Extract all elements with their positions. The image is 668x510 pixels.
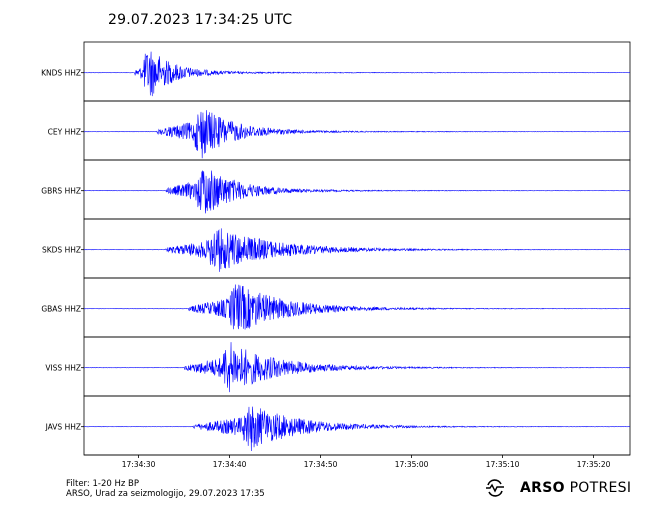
seismic-trace bbox=[83, 170, 631, 214]
seismogram-chart: KNDS HHZ CEY HHZ GBRS HHZ SKDS HHZ GBAS HHZ V… bbox=[41, 41, 631, 469]
seismic-trace bbox=[83, 51, 630, 97]
seismic-trace bbox=[83, 406, 631, 452]
filter-note: Filter: 1-20 Hz BP bbox=[66, 479, 139, 489]
x-tick-label: 17:35:00 bbox=[395, 460, 429, 469]
seismic-trace bbox=[83, 228, 631, 272]
x-tick-label: 17:34:50 bbox=[304, 460, 338, 469]
trace-panel bbox=[83, 336, 631, 397]
seismic-trace bbox=[83, 284, 631, 330]
station-label: JAVS HHZ bbox=[45, 423, 81, 432]
x-tick-label: 17:35:10 bbox=[486, 460, 520, 469]
station-label: GBRS HHZ bbox=[41, 187, 81, 196]
station-label: SKDS HHZ bbox=[42, 246, 81, 255]
logo-text-bold: ARSO bbox=[520, 480, 565, 496]
station-label: GBAS HHZ bbox=[41, 305, 81, 314]
seismic-trace bbox=[83, 342, 631, 393]
credit-note: ARSO, Urad za seizmologijo, 29.07.2023 1… bbox=[66, 489, 265, 499]
station-label: KNDS HHZ bbox=[41, 69, 81, 78]
station-label: VISS HHZ bbox=[45, 364, 81, 373]
x-tick-label: 17:34:40 bbox=[213, 460, 247, 469]
x-tick-label: 17:35:20 bbox=[577, 460, 611, 469]
trace-panel bbox=[83, 159, 631, 220]
arso-logo-icon bbox=[486, 479, 504, 497]
chart-title: 29.07.2023 17:34:25 UTC bbox=[108, 12, 293, 28]
station-label: CEY HHZ bbox=[48, 128, 81, 137]
seismic-trace bbox=[83, 110, 631, 159]
logo-text-light: POTRESI bbox=[564, 480, 632, 496]
arso-logo: ARSO POTRESI bbox=[484, 478, 631, 498]
x-tick-label: 17:34:30 bbox=[122, 460, 156, 469]
